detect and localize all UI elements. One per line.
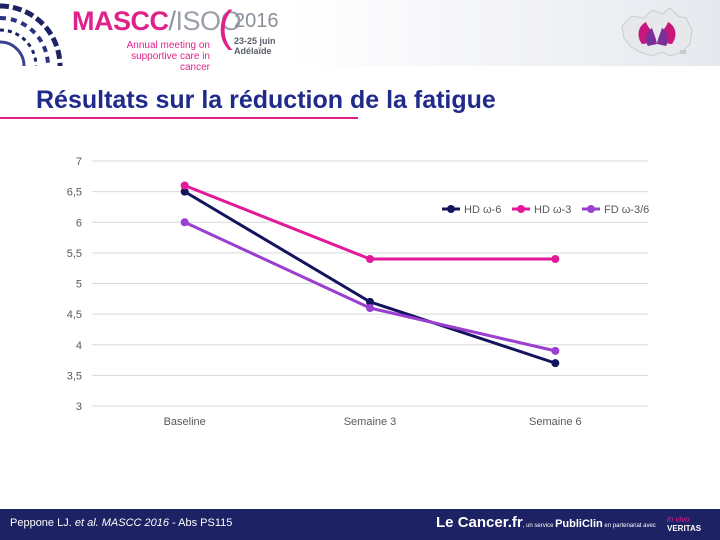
citation-etal: et al. MASCC 2016 [74,517,169,529]
slide-title: Résultats sur la réduction de la fatigue [36,86,496,114]
y-tick-label: 4,5 [67,309,82,321]
data-point [551,255,560,263]
australia-hands-logo [621,7,693,57]
meeting-city: Adélaïde [234,46,272,56]
y-tick-label: 3,5 [67,370,82,382]
legend-label: HD ω-3 [534,204,571,216]
subtitle-line-2: supportive care in cancer [131,51,210,73]
title-underline [0,117,358,119]
data-point [180,181,189,190]
data-point [366,255,374,263]
data-point [180,187,189,196]
citation-authors: Peppone LJ. [10,517,75,529]
y-tick-label: 5 [76,279,82,291]
fatigue-line-chart: 7 6,5 6 5,5 5 4,5 4 3,5 3 Baseline Semaine 3 Semain… [67,156,650,428]
citation-abstract: - Abs PS115 [169,517,233,529]
data-point [366,297,374,306]
legend-marker [517,205,525,213]
subtitle-line-1: Annual meeting on [126,40,210,51]
footer-bar: Peppone LJ. et al. MASCC 2016 - Abs PS11… [0,509,720,540]
legend-marker [447,205,455,213]
meeting-dates: 23-25 juin Adélaïde [234,36,276,56]
brand-cancer-fr: Cancer.fr [457,514,523,531]
y-tick-label: 5,5 [67,248,82,260]
logo-mascc-text: MASCC [72,6,169,36]
mascc-isoo-logo: MASCC/ISOO [72,6,242,37]
brand-service-text: , un service [522,523,556,529]
header-banner: MASCC/ISOO Annual meeting on supportive c… [0,0,720,73]
legend-label: FD ω-3/6 [604,204,649,216]
y-tick-label: 6 [76,217,82,229]
logo-isoo-text: ISOO [175,6,242,36]
invivo-veritas-logo: in vivo VERITAS [667,515,701,533]
data-point [366,304,374,312]
legend-label: HD ω-6 [464,204,501,216]
x-tick-label: Baseline [164,416,206,428]
logo-parenthesis: ( [218,2,233,51]
meeting-year: 2016 [234,10,279,32]
brand-veritas: VERITAS [667,524,702,533]
data-point [180,218,189,227]
x-tick-label: Semaine 3 [344,416,397,428]
x-tick-label: Semaine 6 [529,416,582,428]
brand-publiclin: PubliClin [555,518,603,530]
y-tick-label: 4 [76,340,82,352]
y-tick-label: 6,5 [67,187,82,199]
y-tick-label: 7 [76,156,82,168]
corner-arcs-decoration [0,3,63,66]
legend-marker [587,205,595,213]
date-range: 23-25 juin [234,36,276,46]
brand-partner-text: en partenariat avec [602,523,656,529]
series-line [184,220,556,353]
brand-in-vivo: in vivo [667,515,690,524]
data-point [551,359,560,368]
data-point [551,346,560,355]
logo-slash: / [168,6,177,36]
y-tick-label: 3 [76,401,82,413]
meeting-subtitle: Annual meeting on supportive care in canc… [108,40,210,73]
citation: Peppone LJ. et al. MASCC 2016 - Abs PS11… [10,517,232,529]
brand-le: Le [436,514,458,531]
sponsor-logos: Le Cancer.fr, un service PubliClin en pa… [436,514,656,531]
